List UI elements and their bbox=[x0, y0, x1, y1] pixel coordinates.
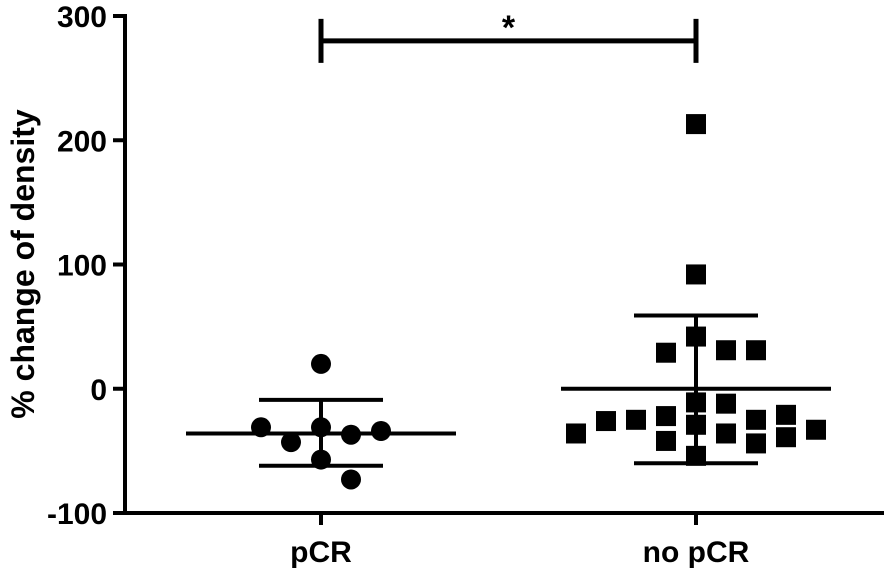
significance-label: * bbox=[502, 9, 516, 47]
data-point-square bbox=[746, 340, 766, 361]
y-tick-label: 100 bbox=[57, 250, 107, 283]
data-point-circle bbox=[311, 353, 331, 374]
data-point-square bbox=[686, 445, 706, 466]
data-point-square bbox=[566, 423, 586, 444]
data-point-square bbox=[806, 419, 826, 440]
data-point-square bbox=[716, 393, 736, 414]
y-tick-label: -100 bbox=[47, 498, 107, 531]
data-point-circle bbox=[251, 417, 271, 438]
data-point-square bbox=[686, 326, 706, 347]
data-point-square bbox=[776, 427, 796, 448]
data-point-square bbox=[776, 404, 796, 425]
data-point-circle bbox=[281, 432, 301, 453]
data-point-circle bbox=[311, 417, 331, 438]
data-point-square bbox=[656, 430, 676, 451]
data-point-square bbox=[686, 264, 706, 285]
data-point-circle bbox=[311, 449, 331, 470]
data-point-square bbox=[746, 409, 766, 430]
data-point-square bbox=[716, 423, 736, 444]
data-point-square bbox=[656, 342, 676, 363]
y-tick-label: 0 bbox=[90, 374, 107, 407]
data-point-circle bbox=[341, 424, 361, 445]
data-point-square bbox=[656, 406, 676, 427]
data-point-square bbox=[716, 340, 736, 361]
data-point-square bbox=[686, 414, 706, 435]
data-point-square bbox=[746, 433, 766, 454]
data-point-square bbox=[626, 409, 646, 430]
x-tick-label: no pCR bbox=[643, 536, 750, 569]
y-tick-label: 200 bbox=[57, 125, 107, 158]
y-axis: -100 0 100 200 300 bbox=[47, 1, 127, 531]
data-point-square bbox=[596, 411, 616, 432]
data-point-circle bbox=[341, 469, 361, 490]
y-axis-title: % change of density bbox=[5, 109, 41, 419]
data-point-square bbox=[686, 114, 706, 135]
x-tick-label: pCR bbox=[290, 536, 352, 569]
data-point-circle bbox=[371, 420, 391, 441]
data-points bbox=[251, 114, 826, 490]
significance-bracket: * bbox=[318, 9, 699, 63]
x-axis: pCR no pCR bbox=[123, 511, 884, 569]
y-tick-label: 300 bbox=[57, 1, 107, 34]
data-point-square bbox=[686, 392, 706, 413]
